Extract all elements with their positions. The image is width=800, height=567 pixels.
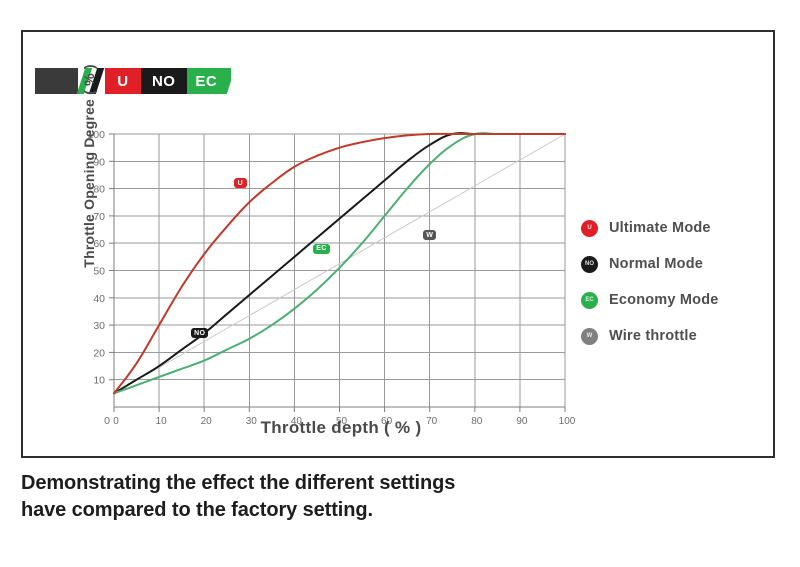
data-series: [113, 132, 566, 395]
curve-tag-u: U: [233, 178, 247, 189]
svg-text:90: 90: [516, 416, 528, 427]
curve-tag-w: W: [423, 230, 437, 240]
caption: Demonstrating the effect the different s…: [21, 470, 621, 524]
legend-marker-icon-u: U: [581, 219, 598, 237]
legend-label: Normal Mode: [609, 256, 704, 272]
svg-text:30: 30: [246, 416, 258, 427]
chart-legend: U Ultimate Mode NO Normal Mode EC Economy Mod…: [581, 210, 771, 354]
svg-text:20: 20: [201, 416, 213, 427]
plot-svg: 0 10 20 30 40 50 60 70 80 90 100 10 20 30 40 50 60 70 80 90…: [87, 129, 575, 427]
svg-text:10: 10: [93, 375, 105, 387]
brand-segment-no: NO: [140, 68, 187, 94]
svg-text:100: 100: [87, 129, 105, 141]
series-line-ultimate-mode: [113, 132, 566, 395]
brand-stripes-icon: [77, 68, 106, 94]
y-axis-title: Throttle Opening Degree ( % ): [81, 64, 97, 268]
svg-text:100: 100: [559, 416, 576, 427]
axis-lines: [109, 133, 566, 412]
svg-text:70: 70: [426, 416, 438, 427]
svg-text:50: 50: [93, 266, 105, 278]
svg-text:80: 80: [93, 184, 105, 196]
svg-text:40: 40: [291, 416, 303, 427]
svg-text:50: 50: [336, 416, 348, 427]
legend-label: Economy Mode: [609, 292, 719, 308]
svg-text:10: 10: [156, 416, 168, 427]
brand-segment-u: U: [105, 68, 141, 94]
series-line-wire-throttle: [113, 133, 566, 394]
svg-text:0: 0: [113, 416, 119, 427]
brand-dark-block: [35, 68, 78, 94]
svg-text:90: 90: [93, 156, 105, 168]
legend-marker-icon-ec: EC: [581, 291, 598, 309]
legend-item-normal-mode: NO Normal Mode: [581, 246, 771, 282]
chart-card: U NO EC 0 10 20 30 40 50 60 70 80 90 100 10 20 30 40 50…: [21, 30, 775, 458]
svg-text:60: 60: [93, 238, 105, 250]
grid-lines: [113, 133, 566, 407]
legend-label: Wire throttle: [609, 328, 697, 344]
legend-marker-icon-w: W: [581, 327, 598, 345]
legend-marker-icon-no: NO: [581, 255, 598, 273]
tick-labels: 0 10 20 30 40 50 60 70 80 90 100 10 20 30 40 50 60 70 80 90…: [87, 129, 575, 427]
svg-text:40: 40: [93, 293, 105, 305]
svg-text:60: 60: [381, 416, 393, 427]
legend-item-ultimate-mode: U Ultimate Mode: [581, 210, 771, 246]
svg-text:70: 70: [93, 211, 105, 223]
svg-text:20: 20: [93, 347, 105, 359]
svg-text:0: 0: [104, 415, 110, 427]
brand-banner: U NO EC: [35, 68, 231, 94]
legend-label: Ultimate Mode: [609, 220, 711, 236]
svg-text:30: 30: [93, 320, 105, 332]
svg-text:80: 80: [471, 416, 483, 427]
chart-area: 0 10 20 30 40 50 60 70 80 90 100 10 20 30 40 50 60 70 80 90…: [23, 32, 777, 460]
x-axis-title: Throttle depth ( % ): [260, 418, 422, 437]
curve-tag-ec: EC: [312, 243, 330, 254]
curve-tag-no: NO: [191, 328, 209, 339]
caption-line-2: have compared to the factory setting.: [21, 499, 373, 521]
caption-line-1: Demonstrating the effect the different s…: [21, 472, 456, 494]
legend-item-wire-throttle: W Wire throttle: [581, 318, 771, 354]
legend-item-economy-mode: EC Economy Mode: [581, 282, 771, 318]
